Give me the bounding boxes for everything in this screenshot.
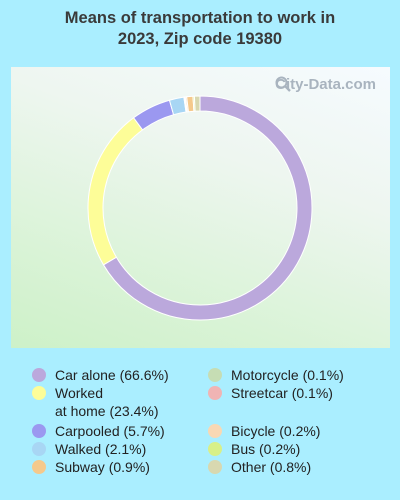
legend-item: Worked at home (23.4%) xyxy=(32,384,159,420)
watermark: City-Data.com xyxy=(275,76,376,93)
donut-chart xyxy=(87,95,313,321)
legend-swatch xyxy=(208,424,222,438)
legend-item: Bus (0.2%) xyxy=(208,440,300,458)
watermark-text: City-Data.com xyxy=(275,76,376,93)
legend-swatch xyxy=(32,386,46,400)
legend-swatch xyxy=(32,460,46,474)
legend-item: Walked (2.1%) xyxy=(32,440,146,458)
legend-swatch xyxy=(32,368,46,382)
legend-item: Subway (0.9%) xyxy=(32,458,150,476)
chart-title: Means of transportation to work in 2023, … xyxy=(64,9,336,48)
legend-swatch xyxy=(208,460,222,474)
chart-legend: Car alone (66.6%) Worked at home (23.4%) C… xyxy=(0,366,400,496)
legend-swatch xyxy=(208,442,222,456)
legend-label: Bus (0.2%) xyxy=(231,441,301,457)
donut-slice xyxy=(193,95,201,112)
legend-label: Walked (2.1%) xyxy=(55,441,147,457)
legend-item: Car alone (66.6%) xyxy=(32,366,169,384)
donut-slice xyxy=(87,117,144,266)
legend-item: Carpooled (5.7%) xyxy=(32,422,165,440)
legend-swatch xyxy=(208,368,222,382)
legend-item: Motorcycle (0.1%) xyxy=(208,366,344,384)
legend-swatch xyxy=(32,442,46,456)
legend-label: Streetcar (0.1%) xyxy=(231,385,333,401)
legend-label: Motorcycle (0.1%) xyxy=(231,367,344,383)
legend-swatch xyxy=(208,386,222,400)
legend-swatch xyxy=(32,424,46,438)
legend-item: Bicycle (0.2%) xyxy=(208,422,320,440)
chart-plot-area: City-Data.com xyxy=(11,67,390,348)
donut-slice xyxy=(132,99,175,131)
legend-label: Carpooled (5.7%) xyxy=(55,423,165,439)
legend-item: Streetcar (0.1%) xyxy=(208,384,333,402)
legend-label: Bicycle (0.2%) xyxy=(231,423,321,439)
search-icon xyxy=(275,76,291,92)
legend-item: Other (0.8%) xyxy=(208,458,311,476)
legend-label: Other (0.8%) xyxy=(231,459,312,475)
legend-label: Car alone (66.6%) xyxy=(55,367,169,383)
legend-label: Worked at home (23.4%) xyxy=(55,385,159,419)
legend-label: Subway (0.9%) xyxy=(55,459,150,475)
